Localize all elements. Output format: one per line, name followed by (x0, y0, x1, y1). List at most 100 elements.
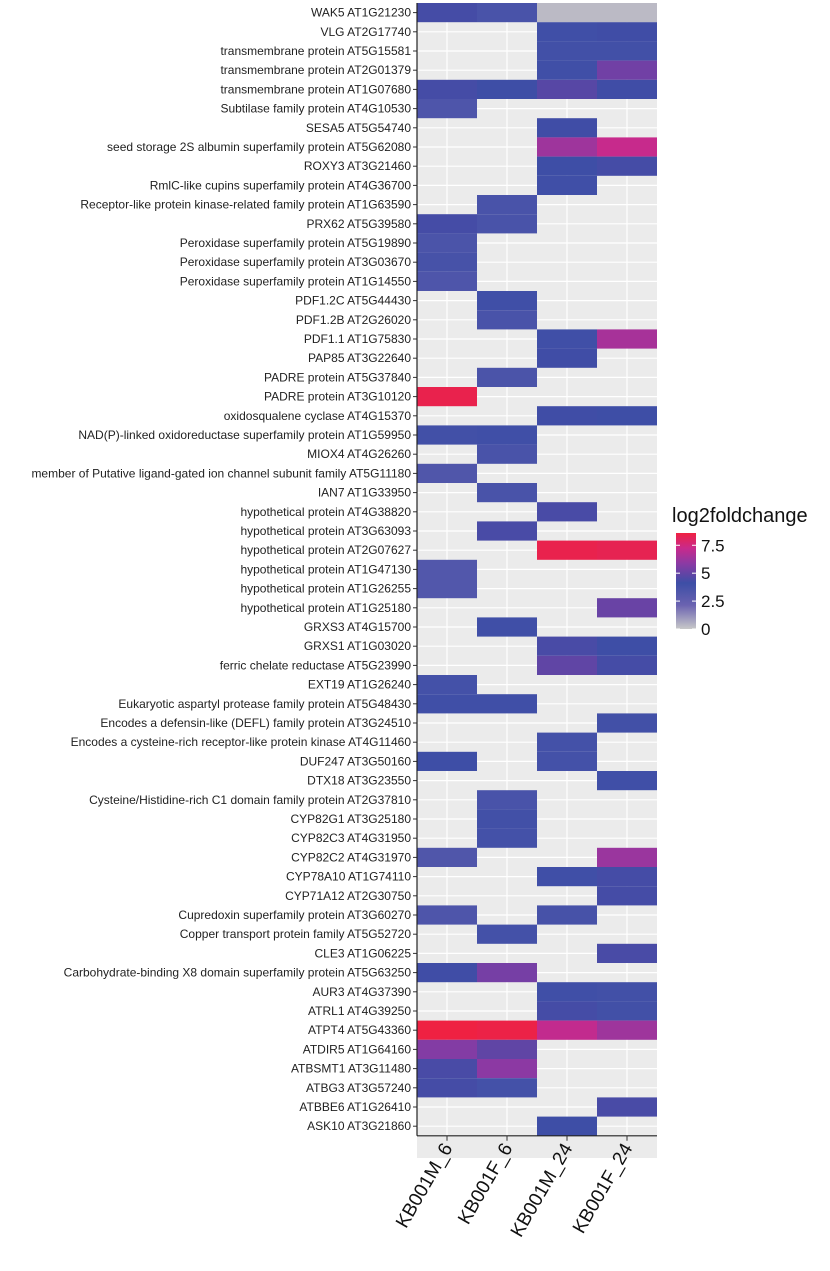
row-label: AUR3 AT4G37390 (312, 985, 411, 999)
heatmap-cell (537, 1116, 597, 1136)
row-label: member of Putative ligand-gated ion chan… (31, 466, 411, 480)
row-label: PDF1.2C AT5G44430 (295, 294, 411, 308)
legend-tick-label: 7.5 (701, 536, 725, 555)
row-label: transmembrane protein AT5G15581 (220, 44, 411, 58)
heatmap-cell (417, 675, 477, 695)
row-label: seed storage 2S albumin superfamily prot… (107, 140, 411, 154)
heatmap-cell (597, 137, 657, 157)
heatmap-cell (537, 175, 597, 195)
row-label: IAN7 AT1G33950 (318, 486, 411, 500)
heatmap-cell (597, 598, 657, 618)
heatmap-cell (477, 1059, 537, 1079)
heatmap-cell (477, 291, 537, 311)
axes (413, 3, 657, 1141)
row-label: CLE3 AT1G06225 (314, 946, 411, 960)
heatmap-cell (537, 732, 597, 752)
row-label: DTX18 AT3G23550 (307, 774, 411, 788)
heatmap-cell (417, 214, 477, 234)
heatmap-cell (417, 694, 477, 714)
heatmap-cell (597, 982, 657, 1002)
heatmap-cell (537, 636, 597, 656)
row-label: PADRE protein AT3G10120 (264, 390, 411, 404)
row-label: Subtilase family protein AT4G10530 (220, 102, 411, 116)
row-label: ATRL1 AT4G39250 (308, 1004, 411, 1018)
legend-tick-label: 0 (701, 620, 710, 639)
heatmap-cell (597, 41, 657, 61)
heatmap-cell (597, 771, 657, 791)
heatmap-cell (537, 406, 597, 426)
heatmap-cell (537, 329, 597, 349)
heatmap-cell (597, 22, 657, 42)
row-label: Encodes a cysteine-rich receptor-like pr… (71, 735, 412, 749)
heatmap-cell (537, 3, 597, 23)
heatmap-cell (417, 905, 477, 925)
heatmap-cell (597, 655, 657, 675)
row-label: MIOX4 AT4G26260 (307, 447, 411, 461)
row-label: Eukaryotic aspartyl protease family prot… (118, 697, 411, 711)
row-label: hypothetical protein AT1G25180 (240, 601, 411, 615)
heatmap-cell (417, 1059, 477, 1079)
heatmap-cell (537, 137, 597, 157)
heatmap-cell (477, 3, 537, 23)
heatmap-cell (417, 233, 477, 253)
heatmap-cell (477, 617, 537, 637)
heatmap-cell (417, 3, 477, 23)
row-label: transmembrane protein AT2G01379 (220, 63, 411, 77)
heatmap-cell (597, 713, 657, 733)
heatmap-cell (477, 483, 537, 503)
heatmap-cell (537, 982, 597, 1002)
row-label: WAK5 AT1G21230 (311, 6, 411, 20)
heatmap-cell (477, 809, 537, 829)
heatmap-cell (417, 1039, 477, 1059)
heatmap-cell (477, 521, 537, 541)
row-label: ATPT4 AT5G43360 (308, 1023, 411, 1037)
row-label: VLG AT2G17740 (320, 25, 411, 39)
row-label: PDF1.1 AT1G75830 (304, 332, 412, 346)
row-label: PDF1.2B AT2G26020 (296, 313, 412, 327)
heatmap-cell (537, 540, 597, 560)
row-label: ferric chelate reductase AT5G23990 (220, 658, 412, 672)
heatmap-cell (537, 905, 597, 925)
heatmap-cell (477, 1078, 537, 1098)
row-label: Encodes a defensin-like (DEFL) family pr… (100, 716, 411, 730)
heatmap-cell (597, 79, 657, 99)
heatmap-cell (417, 463, 477, 483)
heatmap-cell (597, 156, 657, 176)
row-label: CYP82C2 AT4G31970 (291, 850, 411, 864)
heatmap-cell (597, 3, 657, 23)
heatmap-cell (537, 1020, 597, 1040)
heatmap-cell (477, 214, 537, 234)
heatmap-cell (597, 406, 657, 426)
heatmap-cell (477, 310, 537, 330)
row-label: Copper transport protein family AT5G5272… (180, 927, 412, 941)
heatmap-cell (597, 943, 657, 963)
heatmap-cell (477, 79, 537, 99)
heatmap-cell (537, 60, 597, 80)
heatmap-cell (417, 79, 477, 99)
heatmap-cell (537, 348, 597, 368)
row-label: RmlC-like cupins superfamily protein AT4… (150, 178, 412, 192)
heatmap-cell (537, 79, 597, 99)
row-label: ATDIR5 AT1G64160 (303, 1042, 412, 1056)
row-label: Peroxidase superfamily protein AT1G14550 (180, 274, 412, 288)
heatmap-cell (477, 1020, 537, 1040)
legend-tick-label: 5 (701, 564, 710, 583)
heatmap-cell (477, 828, 537, 848)
row-label: GRXS3 AT4G15700 (304, 620, 412, 634)
row-label: ATBG3 AT3G57240 (306, 1081, 411, 1095)
row-label: PRX62 AT5G39580 (306, 217, 411, 231)
heatmap-cell (417, 559, 477, 579)
heatmap-cell (597, 1001, 657, 1021)
heatmap-cell (597, 60, 657, 80)
heatmap-cell (417, 751, 477, 771)
heatmap-cell (417, 271, 477, 291)
row-labels: WAK5 AT1G21230 VLG AT2G17740 transmembrane… (31, 6, 411, 1134)
heatmap-cell (597, 540, 657, 560)
heatmap-cell (537, 751, 597, 771)
heatmap-cell (537, 22, 597, 42)
heatmap-cell (537, 118, 597, 138)
heatmap-cell (537, 867, 597, 887)
row-label: Cupredoxin superfamily protein AT3G60270 (178, 908, 411, 922)
row-label: CYP82C3 AT4G31950 (291, 831, 411, 845)
